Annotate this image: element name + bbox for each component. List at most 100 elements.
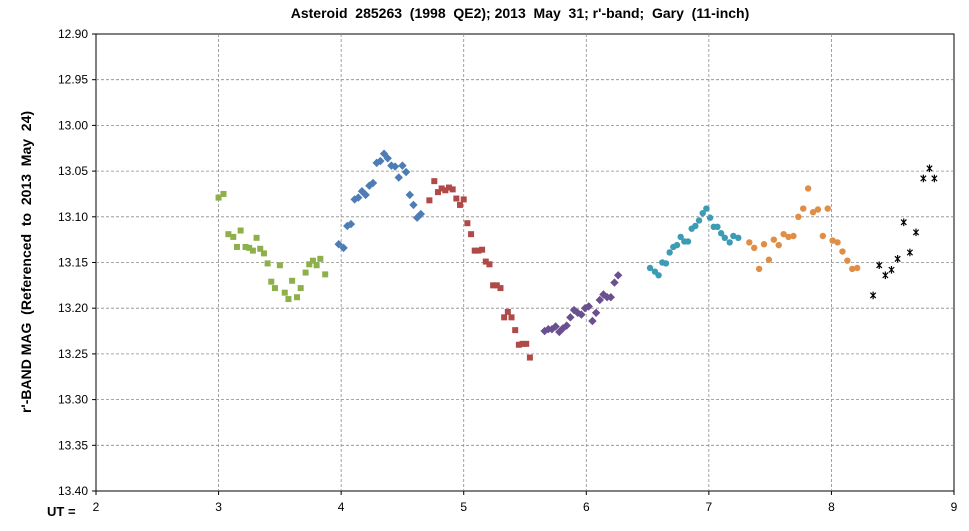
x-tick-label: 5 [460, 500, 467, 514]
data-point [819, 232, 827, 240]
data-point [361, 190, 370, 200]
data-point [606, 293, 615, 302]
data-point [431, 178, 438, 185]
x-tick-label: 3 [215, 500, 222, 514]
data-point [398, 161, 407, 170]
data-point [692, 222, 699, 230]
data-point [646, 264, 654, 272]
data-point [695, 217, 703, 224]
y-axis-label: r'-BAND MAG (Referenced to 2013 May 24) [18, 111, 34, 413]
data-point [677, 233, 684, 241]
data-point [309, 257, 316, 264]
data-point [306, 261, 313, 268]
data-point [383, 154, 392, 163]
x-tick-label: 4 [338, 500, 345, 514]
data-point [442, 187, 449, 194]
data-point [829, 237, 836, 244]
y-tick-label: 13.00 [58, 118, 88, 132]
series-4 [540, 271, 623, 337]
x-axis-ticks: 2 3 4 5 6 7 8 9 [93, 491, 958, 514]
data-point [673, 241, 681, 249]
data-point [471, 247, 478, 254]
data-point [775, 241, 782, 249]
data-point [475, 247, 482, 254]
data-point [253, 234, 260, 241]
data-point [215, 194, 222, 201]
data-point [446, 184, 453, 191]
data-point [610, 278, 619, 287]
data-point [479, 246, 486, 253]
x-tick-label: 2 [93, 500, 100, 514]
data-point [482, 258, 489, 265]
data-points [215, 149, 938, 361]
data-point [453, 195, 460, 202]
data-point [405, 190, 414, 200]
gridlines [96, 34, 954, 491]
y-tick-label: 13.40 [58, 484, 88, 498]
data-point [751, 244, 758, 252]
data-point [551, 322, 560, 331]
data-point [726, 239, 733, 246]
data-point [591, 308, 601, 317]
series-5 [646, 205, 742, 279]
y-tick-label: 12.90 [58, 27, 88, 41]
data-point [271, 285, 278, 292]
data-point [438, 185, 445, 192]
plot-area [95, 33, 955, 492]
data-point [501, 314, 508, 321]
y-tick-label: 13.20 [58, 301, 88, 315]
y-tick-label: 13.30 [58, 393, 88, 407]
data-point [294, 294, 301, 301]
data-point [242, 243, 249, 250]
y-tick-label: 13.15 [58, 256, 88, 270]
data-point [730, 232, 737, 240]
data-point [834, 239, 841, 246]
data-point [706, 214, 714, 221]
data-point [313, 262, 320, 269]
data-point [906, 248, 913, 257]
data-point [580, 304, 590, 313]
x-tick-label: 9 [951, 500, 958, 514]
data-point [684, 238, 692, 245]
data-point [230, 233, 237, 240]
data-point [746, 239, 753, 246]
data-point [800, 205, 807, 212]
data-point [339, 243, 348, 253]
data-point [523, 340, 530, 347]
y-tick-label: 13.05 [58, 164, 88, 178]
data-point [721, 234, 728, 242]
data-point [401, 167, 411, 177]
data-point [376, 156, 385, 166]
data-point [317, 255, 324, 262]
data-point [824, 205, 831, 212]
data-point [717, 230, 725, 237]
series-2 [334, 149, 426, 253]
data-point [888, 266, 895, 274]
data-point [931, 174, 938, 183]
data-point [912, 228, 920, 237]
series-3 [426, 178, 533, 361]
data-point [655, 272, 662, 279]
data-point [233, 243, 240, 250]
data-point [839, 248, 846, 255]
data-point [289, 277, 296, 284]
data-point [595, 295, 604, 305]
data-point [780, 230, 787, 238]
data-point [558, 324, 568, 333]
data-point [508, 314, 515, 321]
data-point [566, 313, 575, 322]
data-point [493, 282, 500, 289]
data-point [281, 289, 288, 296]
data-point [225, 231, 232, 238]
data-point [257, 245, 264, 252]
data-point [577, 310, 586, 319]
data-point [504, 308, 511, 315]
series-6 [746, 185, 861, 273]
data-point [760, 241, 768, 248]
data-point [869, 291, 877, 300]
data-point [809, 209, 817, 216]
data-point [276, 262, 283, 269]
data-point [449, 186, 456, 193]
data-point [790, 232, 797, 240]
data-point [486, 261, 493, 268]
